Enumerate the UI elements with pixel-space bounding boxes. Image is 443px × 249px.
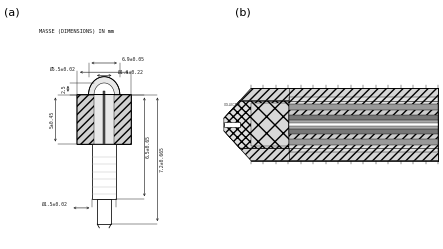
- Text: COLLECTOR: COLLECTOR: [224, 103, 241, 107]
- Bar: [114, 95, 131, 144]
- Bar: [289, 115, 439, 134]
- Bar: [92, 144, 116, 199]
- Bar: [94, 144, 114, 149]
- Text: (b): (b): [235, 7, 251, 17]
- Bar: [251, 103, 289, 146]
- Text: 6.9±0.05: 6.9±0.05: [122, 57, 145, 62]
- Text: Ø1.1±0.22: Ø1.1±0.22: [117, 70, 142, 75]
- Polygon shape: [224, 131, 439, 161]
- Bar: [224, 122, 240, 127]
- Polygon shape: [94, 83, 114, 95]
- Bar: [289, 104, 439, 145]
- Text: 6.5±0.65: 6.5±0.65: [146, 135, 151, 158]
- Bar: [97, 199, 111, 224]
- Text: 5±0.45: 5±0.45: [49, 111, 54, 128]
- Polygon shape: [224, 101, 289, 148]
- Bar: [289, 97, 439, 152]
- Text: MASSE (DIMENSIONS) IN mm: MASSE (DIMENSIONS) IN mm: [39, 29, 114, 34]
- Bar: [289, 110, 439, 139]
- Text: 7.2±0.665: 7.2±0.665: [159, 146, 164, 172]
- Text: Ø1.5±0.02: Ø1.5±0.02: [41, 202, 67, 207]
- Bar: [103, 91, 105, 149]
- Bar: [77, 95, 94, 144]
- Text: 2.5: 2.5: [62, 84, 67, 93]
- Polygon shape: [77, 77, 131, 144]
- Bar: [289, 120, 439, 129]
- Text: (a): (a): [4, 7, 20, 17]
- Polygon shape: [224, 88, 439, 118]
- Text: Ø5.5±0.02: Ø5.5±0.02: [49, 66, 75, 71]
- Bar: [289, 123, 439, 126]
